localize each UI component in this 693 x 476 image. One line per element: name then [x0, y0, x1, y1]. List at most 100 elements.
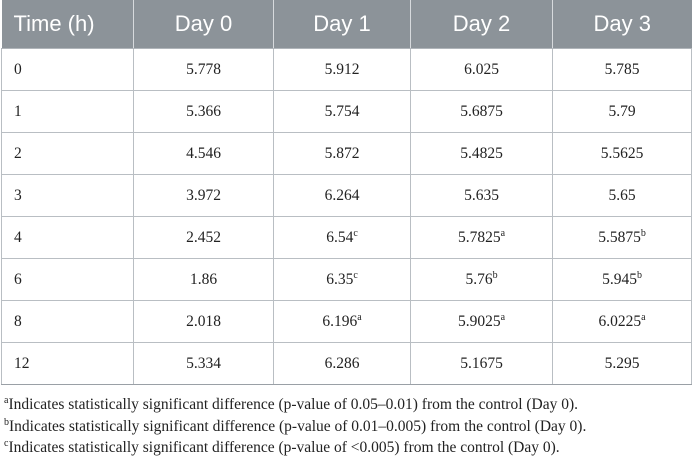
significance-marker: a [641, 311, 646, 323]
value-cell: 5.334 [133, 342, 274, 385]
value-cell: 5.366 [133, 90, 274, 133]
value-cell: 4.546 [133, 132, 274, 175]
value-cell: 5.635 [410, 174, 553, 217]
cell-value: 5.1675 [460, 354, 503, 372]
table-container: Time (h) Day 0 Day 1 Day 2 Day 3 0 5.778 5… [0, 0, 693, 461]
value-cell: 5.7825a [410, 216, 553, 259]
value-cell: 1.86 [133, 258, 274, 301]
footnote-text: Indicates statistically significant diff… [8, 439, 560, 456]
value-cell: 5.912 [273, 48, 411, 91]
cell-value: 6.196 [322, 312, 358, 330]
value-cell: 5.295 [552, 342, 692, 385]
table-row: 8 2.018 6.196a 5.9025a 6.0225a [1, 300, 692, 343]
value-cell: 6.54c [273, 216, 411, 259]
time-cell: 12 [1, 342, 134, 385]
table-row: 2 4.546 5.872 5.4825 5.5625 [1, 132, 692, 175]
cell-value: 6 [14, 270, 22, 288]
value-cell: 3.972 [133, 174, 274, 217]
significance-marker: a [500, 311, 506, 323]
column-header-day-2: Day 2 [410, 0, 553, 49]
value-cell: 5.872 [273, 132, 411, 175]
cell-value: 2.452 [186, 228, 221, 246]
time-cell: 8 [1, 300, 134, 343]
value-cell: 5.79 [552, 90, 692, 133]
value-cell: 6.286 [273, 342, 411, 385]
cell-value: 6.0225 [598, 312, 642, 330]
value-cell: 6.025 [410, 48, 553, 91]
cell-value: 6.025 [464, 60, 499, 78]
cell-value: 4.546 [186, 144, 221, 162]
cell-value: 1.86 [189, 270, 218, 288]
time-cell: 4 [1, 216, 134, 259]
table-row: 0 5.778 5.912 6.025 5.785 [1, 48, 692, 91]
footnote-marker: b [4, 416, 9, 428]
footnote: aIndicates statistically significant dif… [4, 395, 693, 418]
table-row: 1 5.366 5.754 5.6875 5.79 [1, 90, 692, 133]
time-cell: 0 [1, 48, 134, 91]
value-cell: 6.264 [273, 174, 411, 217]
value-cell: 5.4825 [410, 132, 553, 175]
data-table: Time (h) Day 0 Day 1 Day 2 Day 3 0 5.778 5… [1, 0, 692, 385]
value-cell: 2.018 [133, 300, 274, 343]
time-cell: 3 [1, 174, 134, 217]
value-cell: 5.1675 [410, 342, 553, 385]
footnote: cIndicates statistically significant dif… [4, 437, 693, 461]
cell-value: 3 [14, 186, 22, 204]
footnote: bIndicates statistically significant dif… [4, 416, 693, 440]
column-header-time: Time (h) [1, 0, 134, 49]
column-header-day-1: Day 1 [273, 0, 411, 49]
cell-value: 5.754 [324, 102, 360, 120]
table-header: Time (h) Day 0 Day 1 Day 2 Day 3 [1, 0, 692, 49]
cell-value: 6.286 [324, 354, 360, 372]
cell-value: 3.972 [186, 186, 221, 204]
value-cell: 5.9025a [410, 300, 553, 343]
significance-marker: c [353, 227, 358, 239]
cell-value: 5.945 [602, 270, 637, 288]
cell-value: 6.35 [326, 270, 354, 288]
cell-value: 5.5625 [600, 144, 644, 162]
time-cell: 6 [1, 258, 134, 301]
cell-value: 5.9025 [457, 312, 501, 330]
cell-value: 5.366 [186, 102, 221, 120]
value-cell: 5.945b [552, 258, 692, 301]
footnotes: aIndicates statistically significant dif… [0, 395, 693, 461]
footnote-text: Indicates statistically significant diff… [8, 396, 579, 413]
table-row: 12 5.334 6.286 5.1675 5.295 [1, 342, 692, 385]
cell-value: 5.6875 [460, 102, 503, 120]
time-cell: 1 [1, 90, 134, 133]
cell-value: 5.65 [608, 186, 636, 204]
cell-value: 5.778 [186, 60, 221, 78]
cell-value: 1 [14, 102, 22, 120]
cell-value: 5.872 [324, 144, 360, 162]
cell-value: 4 [14, 228, 22, 246]
value-cell: 5.76b [410, 258, 553, 301]
cell-value: 5.295 [604, 354, 640, 372]
value-cell: 5.785 [552, 48, 692, 91]
significance-marker: b [640, 227, 646, 239]
cell-value: 8 [14, 312, 22, 330]
cell-value: 5.76 [465, 270, 493, 288]
significance-marker: c [353, 269, 358, 281]
cell-value: 5.334 [186, 354, 221, 372]
cell-value: 12 [14, 354, 30, 372]
cell-value: 5.785 [604, 60, 640, 78]
value-cell: 6.0225a [552, 300, 692, 343]
cell-value: 6.264 [324, 186, 360, 204]
significance-marker: b [492, 269, 498, 281]
value-cell: 6.35c [273, 258, 411, 301]
value-cell: 2.452 [133, 216, 274, 259]
footnote-marker: c [4, 437, 9, 449]
value-cell: 5.5875b [552, 216, 692, 259]
significance-marker: a [500, 227, 506, 239]
cell-value: 5.5875 [598, 228, 641, 246]
table-row: 6 1.86 6.35c 5.76b 5.945b [1, 258, 692, 301]
significance-marker: a [357, 311, 362, 323]
cell-value: 5.912 [324, 60, 360, 78]
table-row: 3 3.972 6.264 5.635 5.65 [1, 174, 692, 217]
time-cell: 2 [1, 132, 134, 175]
cell-value: 6.54 [326, 228, 354, 246]
value-cell: 5.65 [552, 174, 692, 217]
cell-value: 5.7825 [457, 228, 501, 246]
header-row: Time (h) Day 0 Day 1 Day 2 Day 3 [1, 0, 692, 49]
column-header-day-0: Day 0 [133, 0, 274, 49]
